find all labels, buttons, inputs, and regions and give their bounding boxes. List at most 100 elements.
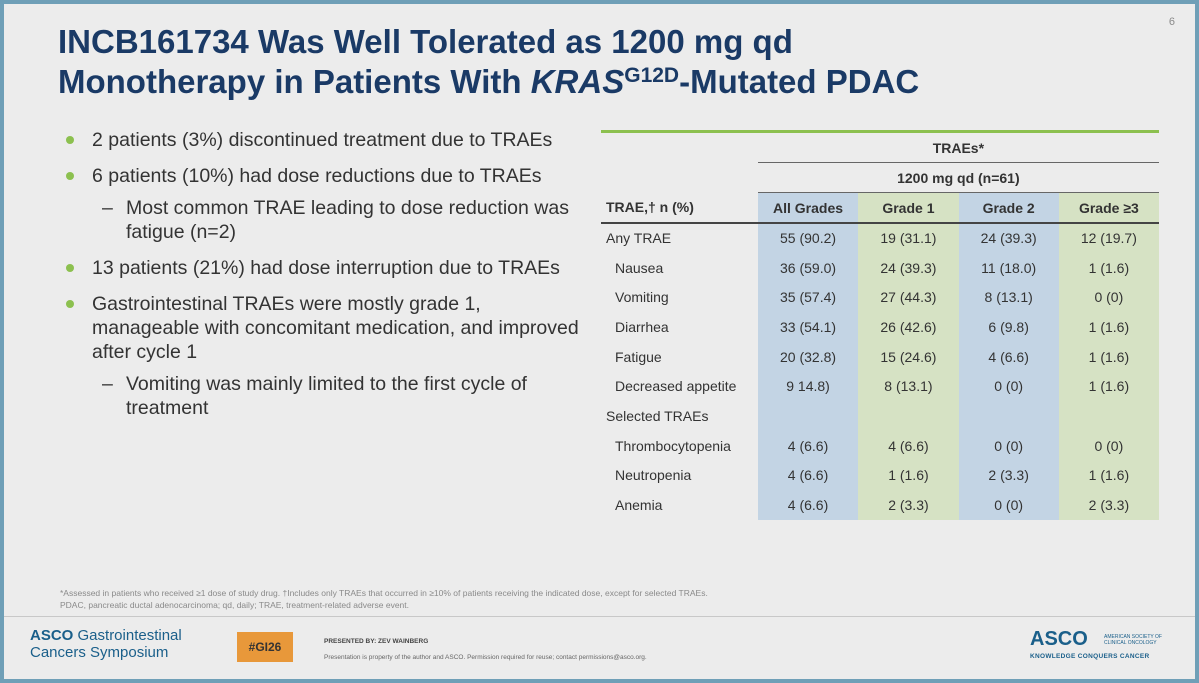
- table-cell: 2 (3.3): [958, 460, 1059, 491]
- title-gene: KRAS: [530, 63, 625, 100]
- row-label: Thrombocytopenia: [615, 437, 731, 454]
- table-cell: 27 (44.3): [858, 282, 959, 313]
- asco-society-line-1: AMERICAN SOCIETY OF: [1104, 634, 1162, 640]
- dash-icon: –: [102, 197, 113, 219]
- slide-title: INCB161734 Was Well Tolerated as 1200 mg…: [58, 22, 1098, 107]
- sub-bullet-text: Vomiting was mainly limited to the first…: [126, 373, 527, 419]
- table-cell: 8 (13.1): [958, 282, 1059, 313]
- row-label: Vomiting: [615, 289, 669, 306]
- permission-note: Presentation is property of the author a…: [324, 654, 647, 661]
- table-cell: 0 (0): [1058, 430, 1159, 461]
- row-label: Diarrhea: [615, 318, 669, 335]
- table-row: Nausea 36 (59.0) 24 (39.3) 11 (18.0) 1 (1.6): [601, 252, 1159, 283]
- table-cell: 1 (1.6): [1058, 371, 1159, 402]
- bullet-dot-icon: [66, 136, 74, 144]
- title-line-2-post: -Mutated PDAC: [679, 63, 920, 100]
- table-cell: 24 (39.3): [858, 252, 959, 283]
- hashtag-badge: #GI26: [237, 632, 293, 662]
- table-cell: 26 (42.6): [858, 312, 959, 342]
- footnote: *Assessed in patients who received ≥1 do…: [60, 587, 860, 611]
- sub-bullet-item: – Vomiting was mainly limited to the firs…: [64, 372, 584, 420]
- bullet-text: 13 patients (21%) had dose interruption …: [92, 257, 560, 279]
- slide: 6 INCB161734 Was Well Tolerated as 1200 …: [4, 4, 1195, 679]
- table-cell: 4 (6.6): [958, 341, 1059, 372]
- bullet-item: 2 patients (3%) discontinued treatment d…: [64, 128, 584, 152]
- table-row: Neutropenia 4 (6.6) 1 (1.6) 2 (3.3) 1 (1.6): [601, 460, 1159, 491]
- asco-logo-text: ASCO: [1030, 628, 1088, 650]
- table-cell: 1 (1.6): [1058, 460, 1159, 491]
- table-row: Decreased appetite 9 14.8) 8 (13.1) 0 (0) 1 …: [601, 371, 1159, 402]
- column-header: Grade ≥3: [1058, 192, 1159, 224]
- row-label: Any TRAE: [606, 230, 672, 247]
- symposium-brand: ASCO: [30, 627, 74, 644]
- table-cell: 4 (6.6): [757, 430, 859, 461]
- table-cell: 4 (6.6): [757, 460, 859, 491]
- bullet-item: 13 patients (21%) had dose interruption …: [64, 256, 584, 280]
- column-header: Grade 1: [858, 192, 959, 224]
- table-cell: 33 (54.1): [757, 312, 859, 342]
- asco-logo: ASCO AMERICAN SOCIETY OF CLINICAL ONCOLO…: [1030, 628, 1176, 660]
- row-label: Selected TRAEs: [606, 407, 709, 424]
- title-line-2: Monotherapy in Patients With KRASG12D-Mu…: [58, 62, 1098, 107]
- asco-society-line-2: CLINICAL ONCOLOGY: [1104, 640, 1157, 646]
- table-cell: [757, 401, 859, 431]
- group-header: TRAEs*: [932, 139, 985, 156]
- table-cell: 9 14.8): [757, 371, 859, 402]
- table-row: Diarrhea 33 (54.1) 26 (42.6) 6 (9.8) 1 (1.6): [601, 312, 1159, 342]
- table-cell: 1 (1.6): [1058, 252, 1159, 283]
- title-line-2-pre: Monotherapy in Patients With: [58, 63, 531, 100]
- table-cell: 0 (0): [1058, 282, 1159, 313]
- trae-table: TRAEs* 1200 mg qd (n=61) TRAE,† n (%) Al…: [601, 130, 1159, 520]
- table-top-rule: [601, 130, 1159, 133]
- symposium-name-2: Cancers Symposium: [30, 644, 169, 661]
- table-cell: 12 (19.7): [1058, 223, 1159, 253]
- bullet-text: 6 patients (10%) had dose reductions due…: [92, 165, 542, 187]
- table-cell: 6 (9.8): [958, 312, 1059, 342]
- table-cell: 4 (6.6): [757, 490, 859, 520]
- row-label: Nausea: [615, 259, 664, 276]
- row-label: Decreased appetite: [615, 378, 737, 395]
- bullet-text: 2 patients (3%) discontinued treatment d…: [92, 129, 553, 151]
- table-cell: 0 (0): [958, 490, 1059, 520]
- title-mutation: G12D: [624, 64, 680, 87]
- symposium-logo: ASCO Gastrointestinal Cancers Symposium: [30, 627, 182, 661]
- sub-bullet-item: – Most common TRAE leading to dose reduct…: [64, 196, 584, 244]
- table-cell: 1 (1.6): [858, 460, 959, 491]
- row-label: Fatigue: [615, 348, 662, 365]
- table-cell: 8 (13.1): [858, 371, 959, 402]
- symposium-name-1: Gastrointestinal: [73, 627, 182, 644]
- table-cell: 4 (6.6): [858, 430, 959, 461]
- table-row: Anemia 4 (6.6) 2 (3.3) 0 (0) 2 (3.3): [601, 490, 1159, 520]
- table-row: Fatigue 20 (32.8) 15 (24.6) 4 (6.6) 1 (1.6): [601, 341, 1159, 372]
- table-cell: 20 (32.8): [757, 341, 859, 372]
- title-line-1: INCB161734 Was Well Tolerated as 1200 mg…: [58, 23, 793, 60]
- table-cell: 11 (18.0): [958, 252, 1059, 283]
- bullet-dot-icon: [66, 300, 74, 308]
- table-row: Vomiting 35 (57.4) 27 (44.3) 8 (13.1) 0 (0): [601, 282, 1159, 313]
- table-cell: 36 (59.0): [757, 252, 859, 283]
- table-row: Selected TRAEs: [601, 401, 1159, 431]
- page-number: 6: [1168, 16, 1175, 28]
- table-cell: 35 (57.4): [757, 282, 859, 313]
- column-header: Grade 2: [958, 192, 1059, 224]
- table-cell: [858, 401, 959, 431]
- table-cell: 0 (0): [958, 430, 1059, 461]
- table-cell: [1058, 401, 1159, 431]
- table-cell: 1 (1.6): [1058, 312, 1159, 342]
- row-label: Neutropenia: [615, 467, 692, 484]
- table-cell: 19 (31.1): [858, 223, 959, 253]
- bullet-dot-icon: [66, 172, 74, 180]
- table-row: Any TRAE 55 (90.2) 19 (31.1) 24 (39.3) 12 (1…: [601, 223, 1159, 253]
- dash-icon: –: [102, 373, 113, 395]
- table-cell: 15 (24.6): [858, 341, 959, 372]
- footnote-line-2: PDAC, pancreatic ductal adenocarcinoma; …: [60, 600, 409, 610]
- row-label: Anemia: [615, 497, 663, 514]
- dose-header: 1200 mg qd (n=61): [757, 162, 1159, 193]
- bullet-item: 6 patients (10%) had dose reductions due…: [64, 164, 584, 188]
- row-header: TRAE,† n (%): [601, 192, 758, 224]
- sub-bullet-text: Most common TRAE leading to dose reducti…: [126, 197, 569, 243]
- table-cell: 55 (90.2): [757, 223, 859, 253]
- footnote-line-1: *Assessed in patients who received ≥1 do…: [60, 588, 708, 598]
- asco-society: AMERICAN SOCIETY OF CLINICAL ONCOLOGY: [1104, 634, 1162, 646]
- table-cell: [958, 401, 1059, 431]
